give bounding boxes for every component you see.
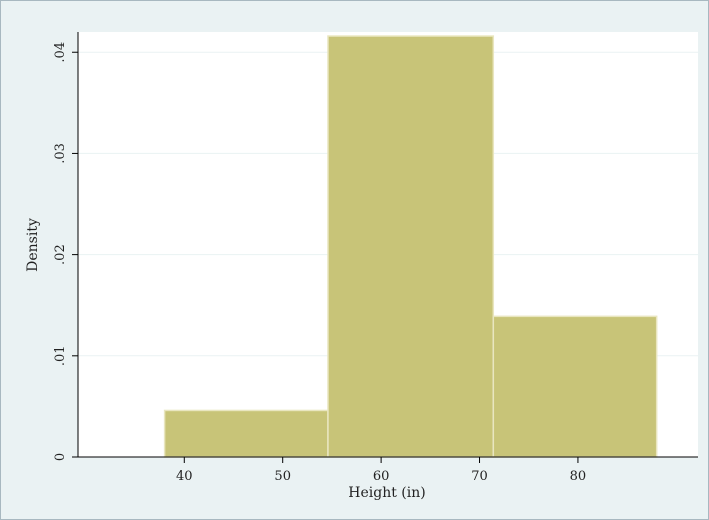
- y-ticks: 0 .01 .02 .03 .04: [53, 42, 78, 461]
- y-tick-label-1: .01: [53, 345, 68, 366]
- y-tick-label-2: .02: [53, 244, 68, 265]
- y-tick-label-4: .04: [53, 42, 68, 63]
- x-axis-title: Height (in): [348, 485, 425, 501]
- x-tick-label-0: 40: [176, 469, 193, 484]
- y-tick-label-3: .03: [53, 143, 68, 164]
- y-tick-label-0: 0: [53, 453, 68, 461]
- x-tick-label-1: 50: [274, 469, 291, 484]
- histogram-bar-0: [163, 409, 329, 458]
- histogram-bar-1: [327, 35, 495, 458]
- y-axis-title: Density: [25, 218, 41, 272]
- bars: [163, 35, 658, 458]
- histogram-bar-2: [492, 315, 658, 458]
- x-tick-label-3: 70: [471, 469, 488, 484]
- x-tick-label-2: 60: [373, 469, 390, 484]
- x-ticks: 40 50 60 70 80: [176, 457, 586, 484]
- x-tick-label-4: 80: [570, 469, 587, 484]
